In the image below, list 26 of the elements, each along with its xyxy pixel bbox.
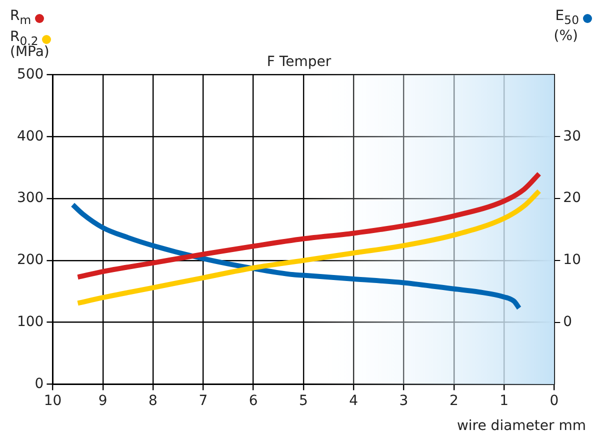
x-tick-label: 10 bbox=[44, 393, 62, 410]
y-tick-label: 500 bbox=[16, 66, 44, 82]
y-tick-label: 400 bbox=[16, 128, 44, 144]
x-tick-label: 0 bbox=[550, 393, 559, 410]
x-tick-label: 5 bbox=[298, 393, 308, 410]
y2-tick-label: 10 bbox=[563, 252, 582, 268]
legend-label: E$_{50}$ bbox=[555, 8, 579, 29]
x-tick-label: 2 bbox=[449, 393, 458, 410]
x-tick-label: 9 bbox=[98, 393, 108, 410]
x-tick-label: 6 bbox=[248, 393, 258, 410]
y-tick-label: 200 bbox=[16, 252, 44, 268]
x-tick-label: 3 bbox=[399, 393, 408, 410]
legend-label: R$_{m}$ bbox=[10, 8, 32, 29]
y2-tick-label: 30 bbox=[563, 128, 582, 144]
y-tick-label: 300 bbox=[16, 190, 44, 206]
x-tick-label: 7 bbox=[198, 393, 208, 410]
y2-tick-label: 0 bbox=[563, 314, 572, 330]
y-tick-label: 0 bbox=[34, 376, 44, 392]
x-tick-label: 1 bbox=[500, 393, 508, 410]
x-tick-label: 4 bbox=[349, 393, 358, 410]
y2-axis-title: (%) bbox=[554, 28, 578, 45]
y2-tick-label: 20 bbox=[563, 190, 582, 206]
x-tick-label: 8 bbox=[148, 393, 158, 410]
y-tick-label: 100 bbox=[16, 314, 44, 330]
chart-title: F Temper bbox=[266, 54, 332, 70]
x-axis-title: wire diameter mm bbox=[456, 418, 586, 435]
